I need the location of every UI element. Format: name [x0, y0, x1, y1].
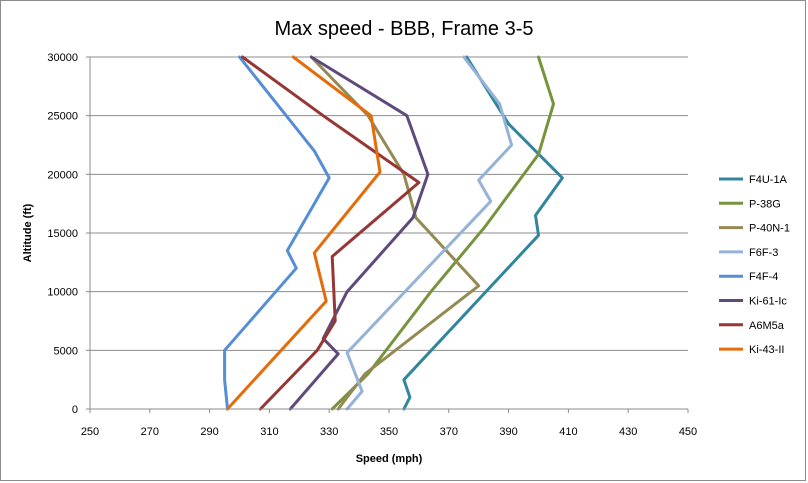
y-tick-label-25000: 25000 — [47, 111, 78, 123]
x-axis-title: Speed (mph) — [356, 453, 423, 465]
y-axis-title: Altitude (ft) — [22, 203, 34, 262]
x-tick-label-430: 430 — [619, 426, 637, 438]
series-line-a6m5a — [241, 55, 421, 411]
x-tick-label-330: 330 — [320, 426, 338, 438]
axes — [86, 56, 689, 413]
series-line-f6f-3 — [345, 55, 514, 411]
y-tick-label-20000: 20000 — [47, 169, 78, 181]
y-tick-label-10000: 10000 — [47, 287, 78, 299]
legend-label-f4u-1a: F4U-1A — [749, 174, 788, 186]
legend: F4U-1A P-38G P-40N-1 F6F-3 F4F-4 Ki-61-Ic A6M5… — [719, 174, 790, 356]
legend-label-a6m5a: A6M5a — [749, 320, 785, 332]
y-tick-label-15000: 15000 — [47, 228, 78, 240]
legend-label-p-38g: P-38G — [749, 198, 781, 210]
x-tick-labels: 250 270 290 310 330 350 370 390 410 430 450 — [81, 426, 697, 438]
y-tick-label-30000: 30000 — [47, 52, 78, 64]
series-line-ki-43-ii — [226, 55, 382, 411]
series-lines — [223, 55, 564, 411]
x-tick-label-450: 450 — [679, 426, 697, 438]
x-tick-label-390: 390 — [499, 426, 517, 438]
x-tick-label-290: 290 — [200, 426, 218, 438]
x-tick-label-250: 250 — [81, 426, 99, 438]
x-tick-label-350: 350 — [380, 426, 398, 438]
x-tick-label-370: 370 — [440, 426, 458, 438]
x-tick-label-310: 310 — [260, 426, 278, 438]
series-line-f4u-1a — [402, 55, 564, 411]
series-line-f4f-4 — [223, 55, 331, 411]
legend-label-f4f-4: F4F-4 — [749, 271, 778, 283]
x-tick-label-270: 270 — [141, 426, 159, 438]
gridlines — [90, 56, 688, 351]
legend-label-f6f-3: F6F-3 — [749, 247, 778, 259]
series-line-ki-61-ic — [288, 55, 430, 411]
series-line-p-40n-1 — [309, 55, 481, 411]
series-line-p-38g — [330, 55, 555, 411]
y-tick-label-0: 0 — [72, 404, 78, 416]
y-tick-labels: 0 5000 10000 15000 20000 25000 30000 — [47, 52, 78, 416]
y-tick-label-5000: 5000 — [54, 345, 78, 357]
legend-label-ki-61-ic: Ki-61-Ic — [749, 296, 787, 308]
legend-label-p-40n-1: P-40N-1 — [749, 223, 790, 235]
legend-label-ki-43-ii: Ki-43-II — [749, 344, 784, 356]
x-tick-label-410: 410 — [559, 426, 577, 438]
chart-title: Max speed - BBB, Frame 3-5 — [275, 18, 534, 40]
